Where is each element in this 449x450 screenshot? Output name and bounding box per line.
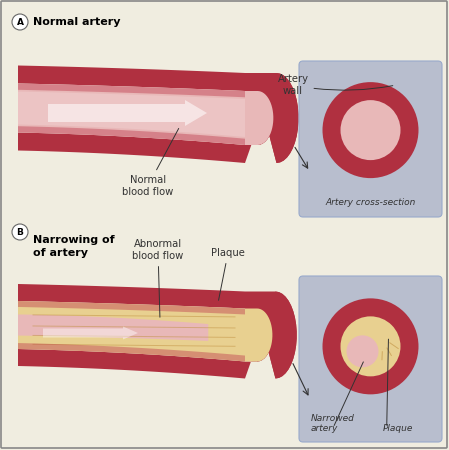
FancyBboxPatch shape [299, 276, 442, 442]
Polygon shape [18, 84, 273, 145]
FancyBboxPatch shape [299, 61, 442, 217]
Polygon shape [18, 301, 273, 361]
Circle shape [340, 316, 401, 376]
Text: Normal artery: Normal artery [33, 17, 120, 27]
Polygon shape [18, 66, 299, 163]
Text: Normal
blood flow: Normal blood flow [123, 128, 179, 197]
Circle shape [322, 82, 418, 178]
FancyArrow shape [43, 327, 138, 339]
Circle shape [12, 224, 28, 240]
Polygon shape [18, 301, 245, 315]
Text: B: B [17, 228, 23, 237]
Text: Artery cross-section: Artery cross-section [326, 198, 416, 207]
Text: Narrowed
artery: Narrowed artery [311, 414, 355, 433]
Circle shape [322, 298, 418, 394]
Text: A: A [17, 18, 23, 27]
Polygon shape [18, 126, 245, 145]
Polygon shape [18, 315, 208, 341]
Text: of artery: of artery [33, 248, 88, 258]
Circle shape [340, 100, 401, 160]
Text: Abnormal
blood flow: Abnormal blood flow [132, 239, 184, 317]
Polygon shape [18, 343, 245, 361]
FancyArrow shape [48, 100, 207, 126]
Text: Artery
wall: Artery wall [277, 74, 393, 96]
Polygon shape [18, 73, 299, 163]
Polygon shape [18, 91, 245, 137]
Text: Plaque: Plaque [211, 248, 245, 300]
Circle shape [347, 335, 379, 367]
Polygon shape [18, 284, 297, 378]
Text: Plaque: Plaque [383, 424, 413, 433]
Polygon shape [18, 84, 245, 97]
Polygon shape [18, 292, 297, 378]
Circle shape [12, 14, 28, 30]
Text: Narrowing of: Narrowing of [33, 235, 114, 245]
